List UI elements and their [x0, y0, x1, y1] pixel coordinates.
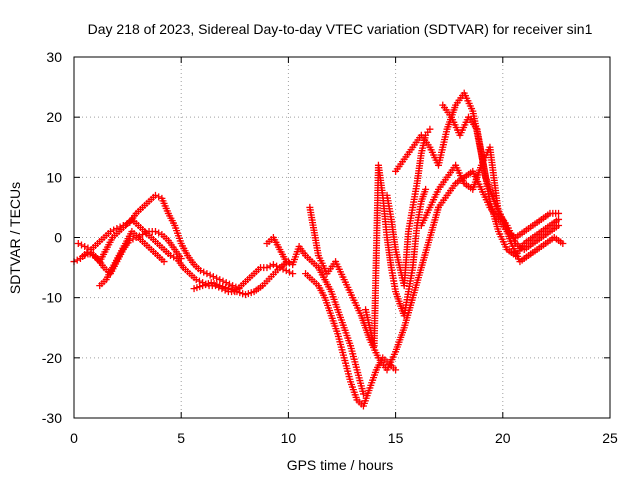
axis-ticks: [73, 56, 611, 419]
y-tick-label: 30: [46, 49, 62, 65]
x-tick-label: 15: [388, 430, 404, 446]
data-point: [285, 268, 293, 276]
chart-title: Day 218 of 2023, Sidereal Day-to-day VTE…: [88, 21, 593, 37]
data-point: [177, 255, 185, 263]
data-point: [116, 223, 124, 231]
data-point: [359, 390, 367, 398]
data-point: [282, 258, 290, 266]
data-point: [269, 261, 277, 269]
data-point: [263, 264, 271, 272]
data-point: [151, 227, 159, 235]
data-point: [113, 224, 121, 232]
data-point: [203, 270, 211, 278]
data-point: [216, 276, 224, 284]
data-point: [266, 262, 274, 270]
x-tick-label: 10: [281, 430, 297, 446]
data-point: [139, 230, 147, 238]
y-tick-label: 0: [54, 230, 62, 246]
data-point: [225, 280, 233, 288]
data-point: [196, 267, 204, 275]
x-tick-label: 5: [177, 430, 185, 446]
data-point: [151, 191, 159, 199]
data-point: [110, 226, 118, 234]
data-point: [78, 241, 86, 249]
data-point: [222, 279, 230, 287]
data-point: [209, 273, 217, 281]
y-tick-label: 20: [46, 109, 62, 125]
data-point: [282, 267, 290, 275]
y-axis-title: SDTVAR / TECUs: [7, 182, 23, 294]
data-point: [392, 366, 400, 374]
data-point: [106, 227, 114, 235]
data-point: [206, 271, 214, 279]
y-tick-label: -20: [42, 350, 62, 366]
data-point: [142, 229, 150, 237]
data-point: [555, 215, 563, 223]
data-point: [422, 185, 430, 193]
data-point: [285, 259, 293, 267]
tick-labels: 0 5 10 15 20 25 -30 -20 -10 0 10 20 30: [42, 49, 618, 446]
data-point: [289, 270, 297, 278]
x-tick-label: 25: [602, 430, 618, 446]
data-point: [119, 221, 127, 229]
data-point: [200, 268, 208, 276]
data-point: [73, 256, 81, 264]
data-point: [170, 253, 178, 261]
y-tick-label: -30: [42, 410, 62, 426]
data-point: [559, 240, 567, 248]
data-point: [160, 258, 168, 266]
x-tick-label: 20: [495, 430, 511, 446]
data-point: [232, 283, 240, 291]
data-point: [155, 193, 163, 201]
data-point: [555, 209, 563, 217]
data-point: [229, 282, 237, 290]
data-point: [74, 240, 82, 248]
y-tick-label: 10: [46, 169, 62, 185]
data-point: [426, 125, 434, 133]
data-point: [123, 220, 131, 228]
data-point: [192, 276, 200, 284]
data-points: [70, 89, 567, 410]
x-tick-label: 0: [70, 430, 78, 446]
data-point: [81, 243, 89, 251]
data-point: [555, 221, 563, 229]
data-point: [213, 274, 221, 282]
data-point: [279, 265, 287, 273]
data-point: [155, 229, 163, 237]
x-axis-title: GPS time / hours: [287, 457, 394, 473]
data-point: [81, 252, 89, 260]
data-point: [166, 252, 174, 260]
y-tick-label: -10: [42, 290, 62, 306]
